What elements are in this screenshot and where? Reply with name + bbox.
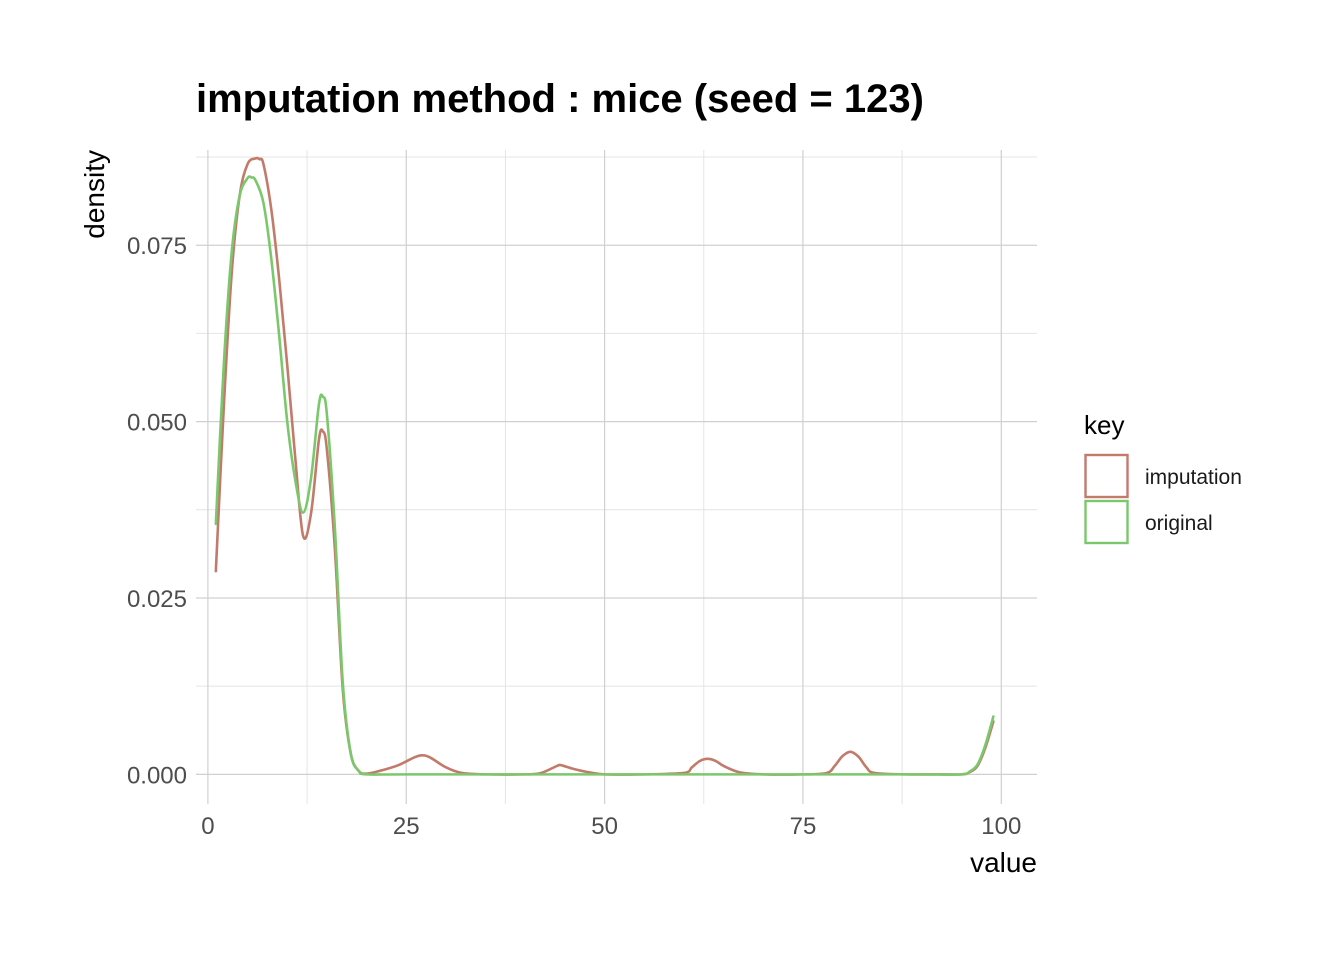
x-tick-label: 50 (591, 813, 618, 840)
chart-title: imputation method : mice (seed = 123) (196, 77, 924, 121)
y-tick-label: 0.025 (127, 586, 187, 613)
series-layer (214, 156, 995, 776)
legend: key imputation original (1084, 410, 1242, 545)
grid (196, 150, 1037, 804)
y-axis: 0.000 0.025 0.050 0.075 (127, 233, 187, 789)
x-tick-label: 0 (201, 813, 214, 840)
x-axis-title: value (970, 847, 1037, 878)
legend-label-imputation: imputation (1145, 466, 1242, 489)
y-tick-label: 0.000 (127, 762, 187, 789)
legend-key-imputation (1084, 453, 1129, 499)
x-tick-label: 75 (790, 813, 817, 840)
y-tick-label: 0.075 (127, 233, 187, 260)
legend-title: key (1084, 410, 1124, 440)
y-axis-title: density (79, 150, 110, 239)
series-line-original (214, 175, 995, 776)
x-tick-label: 100 (981, 813, 1021, 840)
x-tick-label: 25 (393, 813, 420, 840)
y-tick-label: 0.050 (127, 410, 187, 437)
x-axis: 0 25 50 75 100 (201, 813, 1021, 840)
legend-key-original (1084, 499, 1129, 545)
legend-label-original: original (1145, 512, 1213, 535)
